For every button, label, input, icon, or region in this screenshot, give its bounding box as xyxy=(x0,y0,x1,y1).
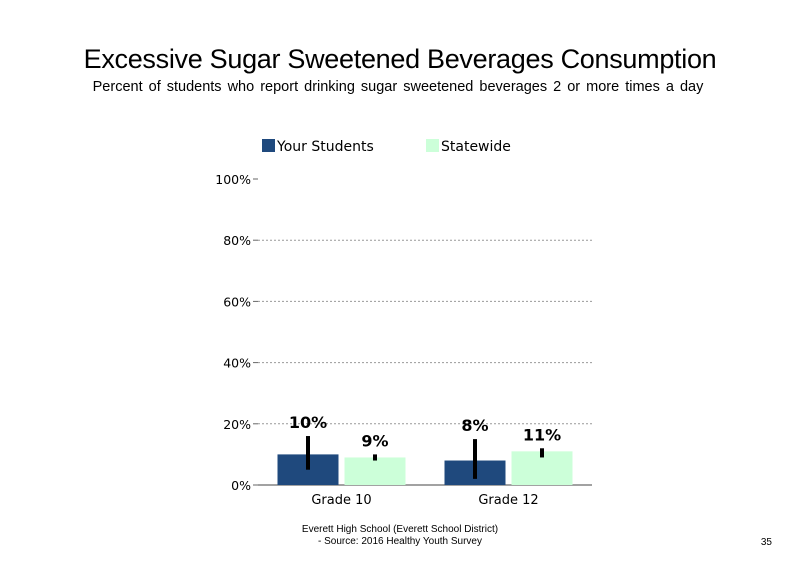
legend-swatch-your-students xyxy=(262,139,275,152)
chart-subtitle: Percent of students who report drinking … xyxy=(92,79,704,95)
chart-title: Excessive Sugar Sweetened Beverages Cons… xyxy=(83,44,717,74)
data-label: 11% xyxy=(523,425,561,444)
data-label: 10% xyxy=(289,413,327,432)
x-tick-label: Grade 10 xyxy=(311,493,371,508)
legend-swatch-statewide xyxy=(426,139,439,152)
footer-school: Everett High School (Everett School Dist… xyxy=(301,524,499,535)
y-tick-label: 100% xyxy=(215,172,251,187)
footer: Everett High School (Everett School Dist… xyxy=(0,524,800,548)
data-label: 9% xyxy=(361,431,388,450)
data-label: 8% xyxy=(461,416,488,435)
x-tick-label: Grade 12 xyxy=(478,493,538,508)
y-tick-label: 20% xyxy=(223,417,251,432)
page-number: 35 xyxy=(760,537,772,548)
legend-item-statewide: Statewide xyxy=(426,139,511,155)
bar-statewide xyxy=(344,457,406,485)
y-tick-label: 0% xyxy=(231,478,251,493)
legend-label-statewide: Statewide xyxy=(441,139,511,155)
y-tick-label: 80% xyxy=(223,233,251,248)
legend-label-your-students: Your Students xyxy=(277,139,374,155)
y-tick-label: 60% xyxy=(223,294,251,309)
y-tick-label: 40% xyxy=(223,356,251,371)
footer-source: - Source: 2016 Healthy Youth Survey xyxy=(318,536,482,547)
legend-item-your-students: Your Students xyxy=(262,139,374,155)
